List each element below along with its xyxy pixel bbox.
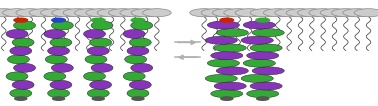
Ellipse shape [250, 82, 282, 90]
Ellipse shape [214, 44, 246, 52]
Circle shape [343, 9, 372, 17]
Ellipse shape [14, 21, 36, 30]
Circle shape [14, 18, 28, 22]
Circle shape [220, 18, 234, 22]
Circle shape [74, 9, 103, 17]
Ellipse shape [211, 52, 243, 60]
Circle shape [257, 97, 269, 100]
Ellipse shape [44, 72, 66, 81]
Ellipse shape [252, 67, 284, 75]
Circle shape [120, 9, 149, 17]
Ellipse shape [216, 29, 248, 37]
Circle shape [201, 9, 230, 17]
Ellipse shape [252, 29, 284, 37]
Circle shape [286, 9, 315, 17]
Ellipse shape [127, 46, 149, 55]
Ellipse shape [50, 38, 72, 47]
Circle shape [275, 9, 304, 17]
Circle shape [108, 9, 137, 17]
Ellipse shape [131, 63, 153, 72]
Ellipse shape [84, 29, 105, 38]
Ellipse shape [14, 63, 36, 72]
Circle shape [235, 9, 264, 17]
Circle shape [40, 9, 69, 17]
Ellipse shape [6, 72, 28, 81]
Circle shape [97, 9, 126, 17]
Circle shape [143, 9, 171, 17]
Circle shape [92, 97, 104, 100]
Ellipse shape [12, 80, 34, 89]
Ellipse shape [45, 55, 67, 64]
Ellipse shape [48, 89, 70, 98]
Ellipse shape [243, 59, 276, 67]
Circle shape [3, 9, 31, 17]
Circle shape [221, 97, 233, 100]
Ellipse shape [208, 59, 240, 67]
Ellipse shape [250, 44, 282, 52]
Ellipse shape [6, 29, 28, 38]
Ellipse shape [241, 74, 273, 82]
Circle shape [256, 18, 270, 22]
Ellipse shape [131, 21, 153, 30]
Circle shape [212, 9, 241, 17]
Circle shape [263, 9, 292, 17]
Circle shape [0, 9, 18, 17]
Ellipse shape [12, 38, 34, 47]
Circle shape [63, 9, 92, 17]
Ellipse shape [8, 55, 29, 64]
Ellipse shape [91, 21, 113, 30]
Ellipse shape [51, 63, 73, 72]
Ellipse shape [10, 89, 32, 98]
Circle shape [250, 9, 279, 17]
Ellipse shape [48, 46, 70, 55]
Ellipse shape [123, 72, 145, 81]
Ellipse shape [129, 80, 151, 89]
Circle shape [190, 9, 218, 17]
Ellipse shape [50, 80, 72, 89]
Circle shape [132, 97, 144, 100]
Ellipse shape [123, 29, 145, 38]
Circle shape [131, 18, 145, 22]
Ellipse shape [208, 21, 240, 29]
Circle shape [15, 97, 27, 100]
Ellipse shape [243, 21, 276, 29]
Ellipse shape [214, 82, 246, 90]
Circle shape [16, 9, 45, 17]
Circle shape [53, 97, 65, 100]
Circle shape [86, 9, 115, 17]
Circle shape [131, 9, 160, 17]
Ellipse shape [216, 67, 248, 75]
Circle shape [332, 9, 360, 17]
Ellipse shape [241, 36, 273, 44]
Ellipse shape [10, 46, 32, 55]
Ellipse shape [85, 55, 107, 64]
Ellipse shape [51, 21, 73, 30]
Ellipse shape [87, 46, 109, 55]
Ellipse shape [91, 63, 113, 72]
Ellipse shape [125, 55, 147, 64]
Circle shape [52, 9, 81, 17]
Circle shape [52, 18, 65, 22]
Ellipse shape [87, 89, 109, 98]
Ellipse shape [90, 38, 112, 47]
Ellipse shape [90, 80, 112, 89]
Circle shape [354, 9, 378, 17]
Circle shape [91, 18, 105, 22]
Circle shape [224, 9, 253, 17]
Ellipse shape [246, 52, 279, 60]
Ellipse shape [127, 89, 149, 98]
Ellipse shape [211, 90, 243, 98]
Circle shape [320, 9, 349, 17]
Ellipse shape [246, 90, 279, 98]
Ellipse shape [84, 72, 105, 81]
Circle shape [297, 9, 326, 17]
Ellipse shape [44, 29, 66, 38]
Circle shape [29, 9, 58, 17]
Circle shape [309, 9, 338, 17]
Ellipse shape [205, 36, 237, 44]
Ellipse shape [129, 38, 151, 47]
Ellipse shape [205, 74, 237, 82]
